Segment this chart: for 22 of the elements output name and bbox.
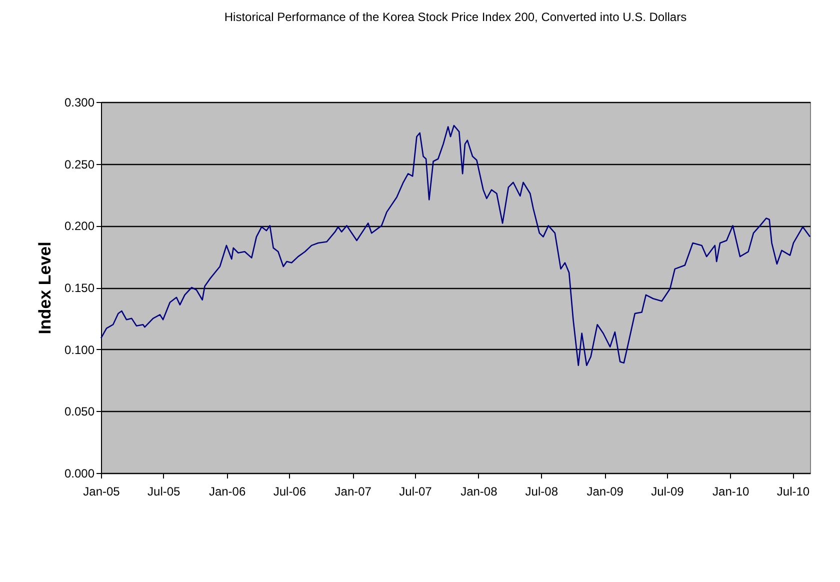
line-series <box>100 124 811 366</box>
x-tick-label: Jan-09 <box>586 484 624 498</box>
x-tick-label: Jul-06 <box>273 484 306 498</box>
x-tick-label: Jan-07 <box>334 484 372 498</box>
x-tick-label: Jan-06 <box>208 484 246 498</box>
x-tick-label: Jul-09 <box>651 484 684 498</box>
x-tick-label: Jul-07 <box>399 484 432 498</box>
y-axis-title: Index Level <box>35 242 54 334</box>
y-tick-label: 0.150 <box>64 281 95 295</box>
x-tick-label: Jan-08 <box>460 484 498 498</box>
x-tick-label: Jul-05 <box>148 484 181 498</box>
chart-title: Historical Performance of the Korea Stock Price Index 200, Converted into U.S. Dollars <box>224 10 687 24</box>
y-tick-label: 0.000 <box>64 466 95 480</box>
x-tick-label: Jan-10 <box>712 484 750 498</box>
x-tick-label: Jul-08 <box>525 484 558 498</box>
y-tick-label: 0.250 <box>64 157 95 172</box>
y-tick-label: 0.050 <box>64 404 95 419</box>
x-tick-label: Jul-10 <box>776 484 810 498</box>
y-tick-label: 0.200 <box>64 219 95 234</box>
y-tick-label: 0.300 <box>64 96 95 110</box>
x-tick-label: Jan-05 <box>83 484 120 498</box>
y-tick-label: 0.100 <box>64 342 95 357</box>
